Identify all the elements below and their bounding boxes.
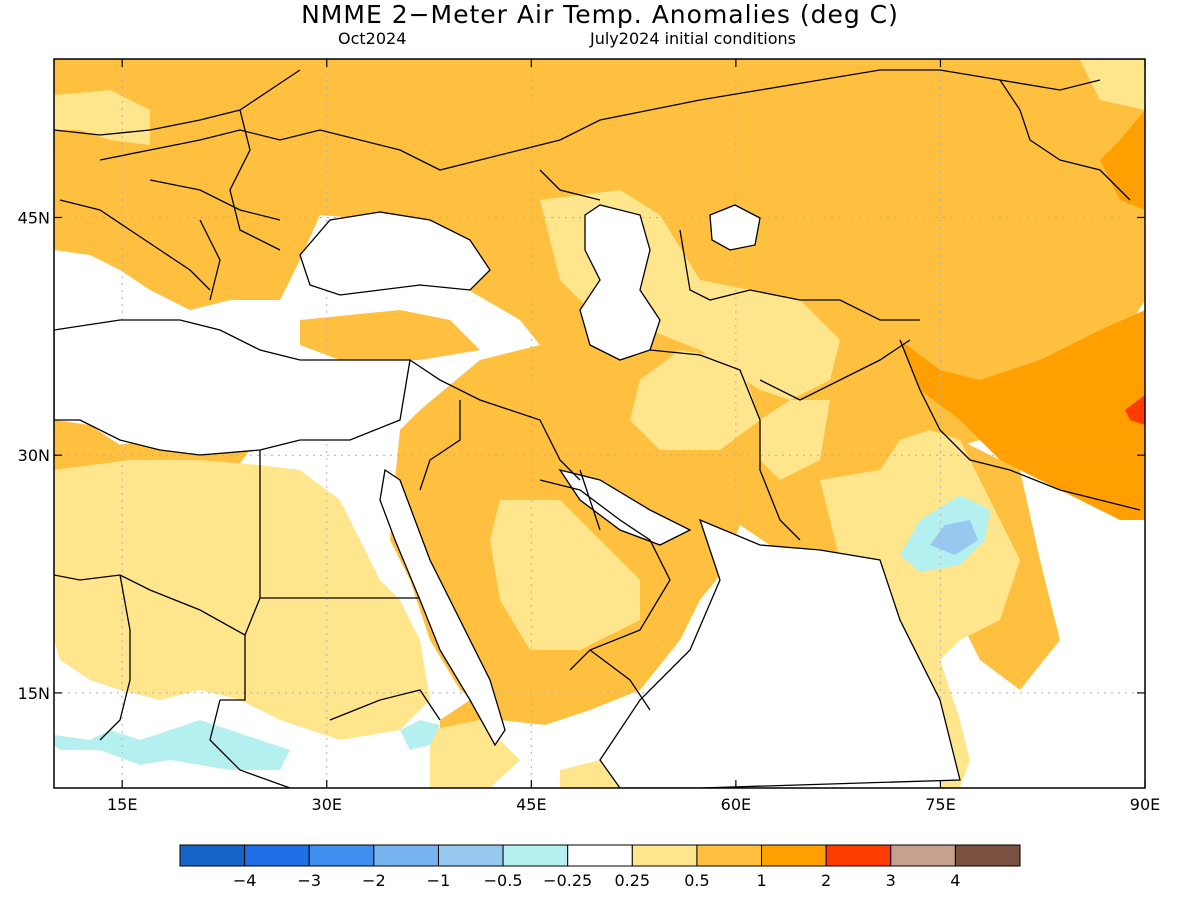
persian-gulf bbox=[558, 468, 692, 546]
red-sea bbox=[379, 468, 506, 747]
map-plot-area bbox=[54, 59, 1145, 788]
lat-tick-label: 45N bbox=[18, 208, 50, 227]
anomaly-region-2-3 bbox=[1125, 395, 1145, 425]
aral-sea bbox=[709, 204, 761, 251]
lon-tick-label: 75E bbox=[925, 795, 955, 814]
colorbar-swatch bbox=[437, 844, 504, 867]
map-axes: 15E 30E 45E 60E 75E 90E 15N 30N 45N bbox=[18, 59, 1160, 814]
colorbar-label: −3 bbox=[297, 871, 321, 890]
colorbar-label: 4 bbox=[950, 871, 960, 890]
initial-conditions: July2024 initial conditions bbox=[590, 29, 796, 48]
colorbar-swatch bbox=[502, 844, 569, 867]
lon-tick-label: 45E bbox=[516, 795, 546, 814]
mediterranean-sea bbox=[54, 319, 411, 456]
lon-tick-label: 15E bbox=[107, 795, 137, 814]
colorbar-swatch bbox=[761, 844, 827, 867]
map-frame bbox=[53, 58, 1146, 789]
colorbar-swatch bbox=[890, 844, 956, 867]
colorbar-label: 3 bbox=[886, 871, 896, 890]
colorbar-swatch bbox=[373, 844, 439, 867]
colorbar-swatch bbox=[631, 844, 698, 867]
colorbar-label: −0.5 bbox=[484, 871, 523, 890]
lon-tick-label: 30E bbox=[312, 795, 342, 814]
map-title: NMME 2−Meter Air Temp. Anomalies (deg C) bbox=[301, 0, 899, 29]
lat-tick-label: 15N bbox=[18, 684, 50, 703]
colorbar: −4 −3 −2 −1 −0.5 −0.25 0.25 0.5 1 2 3 4 bbox=[179, 844, 1021, 890]
colorbar-label: −2 bbox=[362, 871, 386, 890]
arabian-sea bbox=[599, 518, 961, 788]
colorbar-label: 2 bbox=[821, 871, 831, 890]
colorbar-label: −0.25 bbox=[543, 871, 592, 890]
lon-tick-label: 60E bbox=[721, 795, 751, 814]
anomaly-region-neg1-neg0.5 bbox=[930, 520, 978, 555]
target-month: Oct2024 bbox=[338, 29, 407, 48]
water-bodies bbox=[54, 204, 961, 788]
colorbar-label: 0.25 bbox=[614, 871, 650, 890]
colorbar-swatch bbox=[308, 844, 375, 867]
colorbar-swatch bbox=[179, 844, 246, 867]
colorbar-swatch bbox=[954, 844, 1021, 867]
colorbar-swatch bbox=[244, 844, 310, 867]
colorbar-swatch bbox=[825, 844, 892, 867]
colorbar-swatch bbox=[696, 844, 763, 867]
colorbar-label: 0.5 bbox=[684, 871, 709, 890]
black-sea bbox=[299, 211, 491, 296]
lat-tick-label: 30N bbox=[18, 446, 50, 465]
colorbar-label: −4 bbox=[233, 871, 257, 890]
lon-tick-label: 90E bbox=[1130, 795, 1160, 814]
country-borders bbox=[54, 69, 1141, 788]
anomaly-region-1-2 bbox=[900, 60, 1145, 520]
colorbar-label: −1 bbox=[427, 871, 451, 890]
colorbar-label: 1 bbox=[756, 871, 766, 890]
colorbar-swatch bbox=[567, 844, 633, 867]
